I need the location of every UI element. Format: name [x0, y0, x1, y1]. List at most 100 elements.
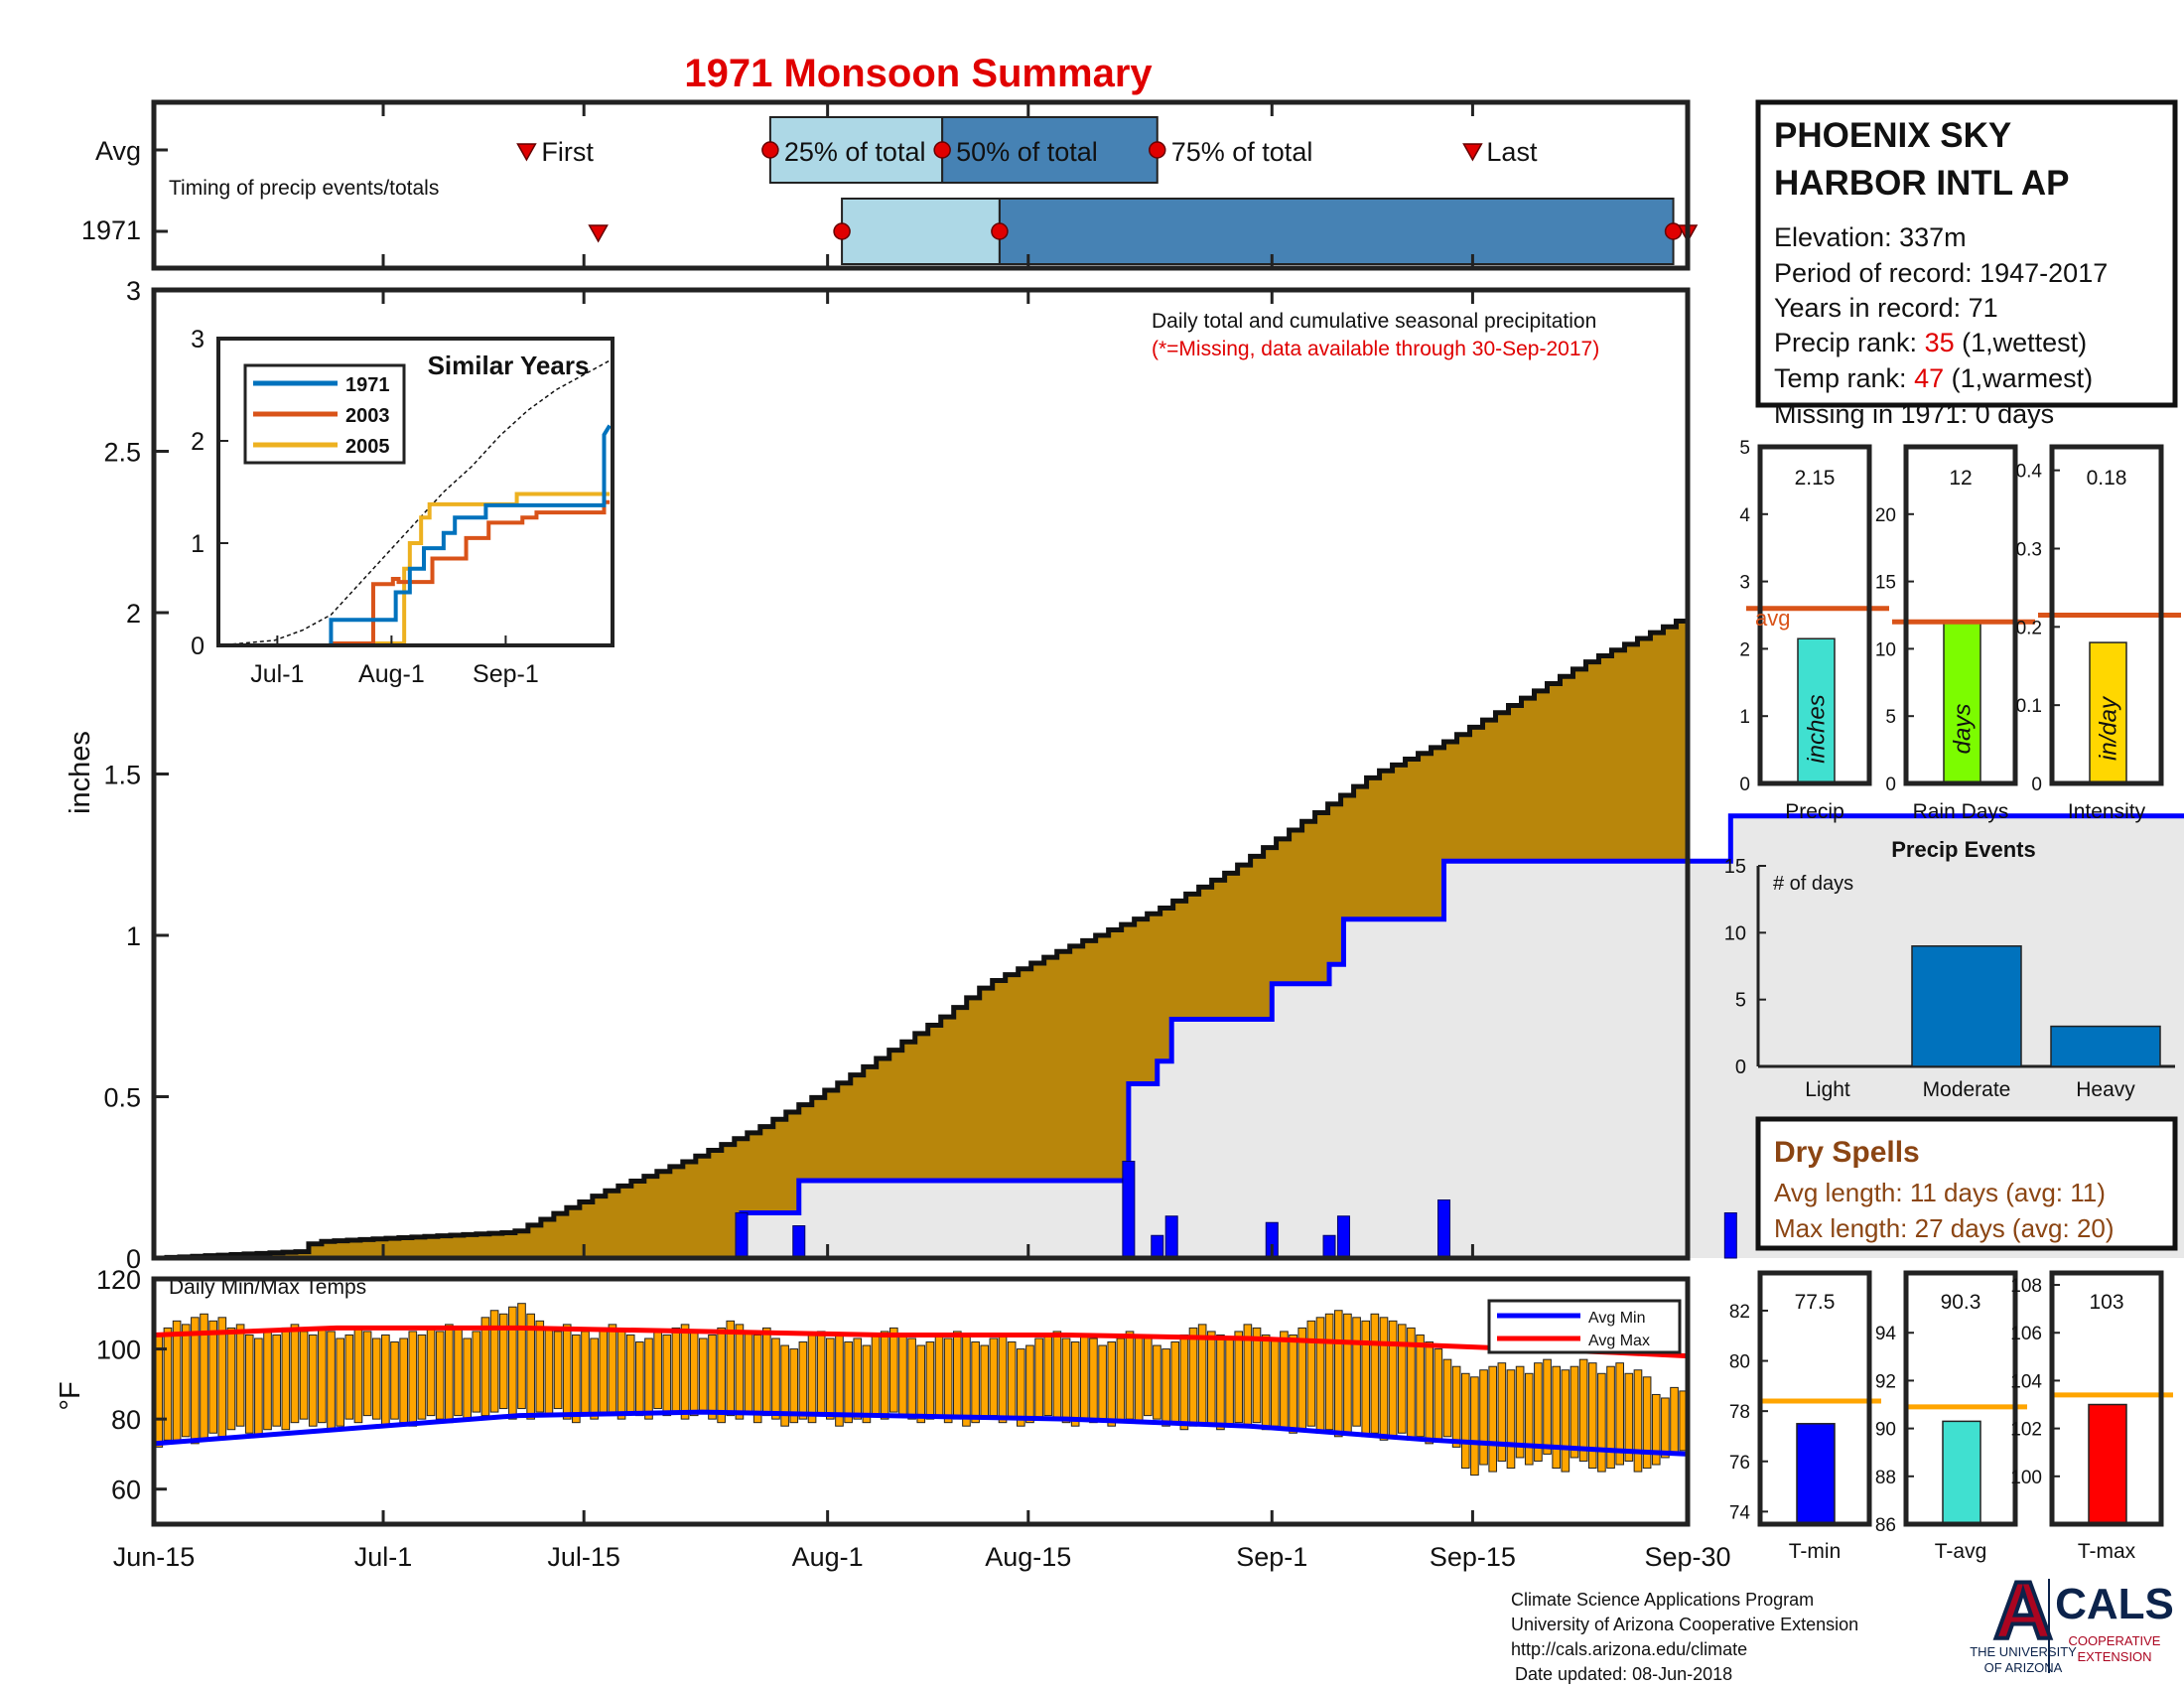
precip-y-tick-label: 0.5 — [103, 1083, 141, 1113]
daily-temp-bar — [1206, 1331, 1216, 1427]
daily-temp-bar — [1216, 1334, 1225, 1431]
stat-frame-2 — [2049, 444, 2164, 786]
daily-temp-bar — [962, 1334, 971, 1427]
temp-stat-tick-label: 92 — [1875, 1371, 1896, 1392]
daily-temp-bar — [998, 1334, 1008, 1424]
x-tick-label: Jun-15 — [113, 1542, 196, 1572]
ua-logo-line1: THE UNIVERSITY — [1970, 1644, 2077, 1659]
similar-years-inset: 0 1 2 3 Jul-1 Aug-1 Sep-1 Similar Years 1971 2… — [191, 326, 614, 688]
daily-temp-bar — [653, 1331, 662, 1410]
stat-bar-0 — [1797, 637, 1836, 784]
daily-temp-bar — [1578, 1358, 1588, 1462]
daily-temp-bar — [1297, 1327, 1307, 1431]
daily-temp-bar — [699, 1337, 708, 1413]
daily-temp-bar — [272, 1334, 281, 1427]
events-ylabel: # of days — [1773, 873, 1853, 895]
daily-temp-bar — [417, 1334, 427, 1420]
daily-temp-bar — [1670, 1386, 1679, 1455]
daily-temp-bar — [717, 1327, 726, 1424]
daily-temp-bar — [553, 1331, 563, 1410]
precip-missing-note: (*=Missing, data available through 30-Se… — [1152, 338, 1599, 360]
daily-temp-bar — [472, 1331, 481, 1413]
daily-temp-bar — [454, 1327, 463, 1417]
temp-stat-tick-label: 82 — [1729, 1302, 1750, 1323]
daily-precip-bar — [1336, 1215, 1350, 1259]
stat-value-0: 2.15 — [1795, 467, 1836, 490]
daily-temp-bar — [1416, 1334, 1425, 1438]
daily-temp-bar — [625, 1334, 635, 1413]
daily-temp-bar — [616, 1331, 626, 1420]
temp-stat-tick-label: 80 — [1729, 1352, 1750, 1373]
daily-temp-bar — [1388, 1320, 1398, 1438]
daily-temp-bar — [1134, 1334, 1144, 1424]
stat-bar-1 — [1943, 621, 1981, 784]
daily-temp-bar — [535, 1320, 545, 1413]
daily-temp-bar — [862, 1344, 872, 1424]
station-name-line2: HARBOR INTL AP — [1774, 164, 2070, 203]
cals-logo-line1: COOPERATIVE — [2069, 1633, 2161, 1648]
daily-temp-bar — [1597, 1372, 1606, 1473]
daily-temp-bar — [1225, 1337, 1234, 1427]
stat-tick-label: 10 — [1875, 639, 1896, 660]
timing-label-75: 75% of total — [1171, 137, 1313, 167]
temp-stat-tick-label: 74 — [1729, 1502, 1751, 1523]
timing-percentile-marker — [833, 222, 851, 240]
temp-stat-tick-label: 86 — [1875, 1515, 1896, 1536]
daily-temp-bar — [1497, 1362, 1507, 1462]
x-tick-label: Jul-15 — [547, 1542, 620, 1572]
daily-temp-bar — [172, 1320, 182, 1441]
daily-temp-bar — [163, 1327, 173, 1441]
daily-temp-bar — [826, 1337, 835, 1420]
precip-note: Daily total and cumulative seasonal prec… — [1152, 310, 1596, 333]
daily-temp-bar — [1370, 1313, 1380, 1434]
daily-precip-bar — [792, 1225, 806, 1259]
temps-y-tick-label: 80 — [111, 1405, 141, 1435]
stat-tick-label: 0 — [2031, 774, 2042, 795]
daily-temp-bar — [726, 1320, 736, 1417]
timing-percentile-marker — [1148, 141, 1166, 159]
inset-y-tick-label: 2 — [191, 428, 205, 456]
stat-value-1: 12 — [1949, 467, 1972, 490]
daily-temp-bar — [263, 1331, 272, 1431]
temp-stat-frame-0 — [1757, 1270, 1872, 1527]
ua-logo: A THE UNIVERSITY OF ARIZONA — [1970, 1564, 2077, 1675]
figure-title: 1971 Monsoon Summary — [684, 52, 1153, 95]
stat-frame-1 — [1903, 444, 2018, 786]
events-tick-label: 10 — [1724, 922, 1746, 944]
stat-bar-2 — [2089, 641, 2127, 784]
daily-temp-bar — [1451, 1365, 1461, 1448]
inset-title: Similar Years — [428, 351, 590, 380]
stat-tick-label: 3 — [1739, 573, 1750, 594]
inset-x-tick-label: Sep-1 — [473, 660, 539, 688]
temp-stat-frame-2 — [2049, 1270, 2164, 1527]
daily-precip-bar — [1322, 1234, 1336, 1259]
temp-stat-tick-label: 90 — [1875, 1420, 1896, 1441]
precip-y-tick-label: 1.5 — [103, 761, 141, 790]
daily-temp-bar — [1098, 1344, 1107, 1420]
daily-temp-bar — [1633, 1369, 1643, 1473]
daily-temp-bar — [463, 1337, 472, 1420]
daily-temp-bar — [1615, 1362, 1625, 1466]
daily-precip-bar — [735, 1212, 749, 1259]
stat-tick-label: 0 — [1885, 774, 1896, 795]
daily-temp-bar — [752, 1334, 762, 1424]
daily-temp-bar — [1661, 1397, 1670, 1459]
daily-temp-bar — [1460, 1372, 1470, 1470]
temp-stat-tick-label: 76 — [1729, 1453, 1750, 1474]
timing-frame — [151, 99, 1691, 271]
daily-temp-bar — [590, 1337, 599, 1420]
dry-spells-box: Dry Spells Avg length: 11 days (avg: 11)… — [1755, 1116, 2178, 1251]
daily-temp-bar — [680, 1324, 690, 1420]
temp-stat-tick-label: 78 — [1729, 1402, 1750, 1423]
daily-temp-bar — [1143, 1337, 1153, 1417]
daily-temp-bar — [480, 1317, 490, 1417]
daily-temp-bar — [1034, 1337, 1043, 1420]
daily-temp-bar — [943, 1337, 953, 1424]
station-years: Years in record: 71 — [1774, 293, 1998, 323]
timing-label-last: Last — [1486, 137, 1538, 167]
inset-y-tick-label: 0 — [191, 633, 205, 660]
x-tick-label: Sep-15 — [1430, 1542, 1516, 1572]
daily-temp-bar — [1506, 1369, 1516, 1470]
daily-temp-bar — [898, 1334, 907, 1417]
daily-temp-bar — [235, 1324, 245, 1427]
